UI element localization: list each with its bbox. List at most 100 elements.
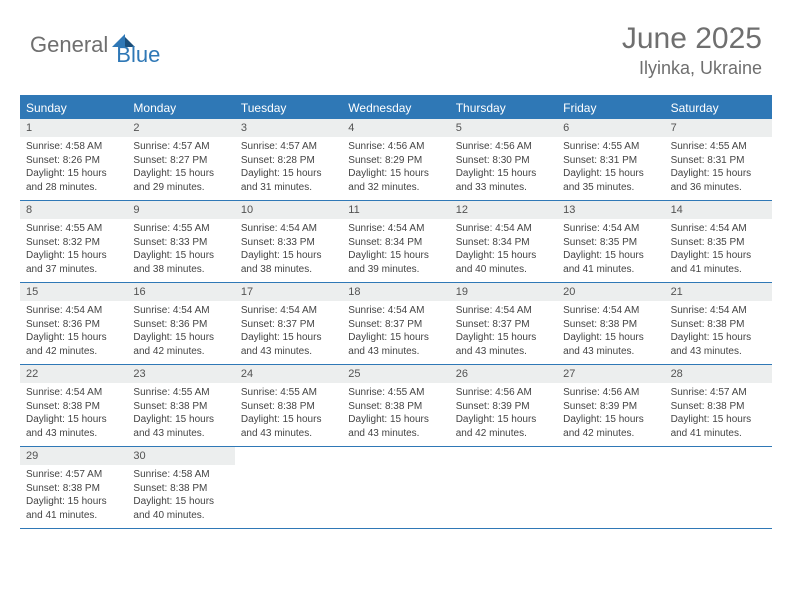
day-number: 23 — [127, 365, 234, 383]
page-header: General Blue June 2025 Ilyinka, Ukraine — [0, 0, 792, 89]
day-cell: 9Sunrise: 4:55 AMSunset: 8:33 PMDaylight… — [127, 201, 234, 282]
daylight-text: Daylight: 15 hours and 43 minutes. — [133, 413, 228, 440]
sunset-text: Sunset: 8:38 PM — [26, 482, 121, 496]
weekday-header: Wednesday — [342, 97, 449, 119]
sunrise-text: Sunrise: 4:58 AM — [26, 140, 121, 154]
daylight-text: Daylight: 15 hours and 41 minutes. — [671, 249, 766, 276]
sunset-text: Sunset: 8:38 PM — [241, 400, 336, 414]
day-number: 6 — [557, 119, 664, 137]
calendar: SundayMondayTuesdayWednesdayThursdayFrid… — [20, 95, 772, 529]
day-cell: 28Sunrise: 4:57 AMSunset: 8:38 PMDayligh… — [665, 365, 772, 446]
sunset-text: Sunset: 8:37 PM — [456, 318, 551, 332]
day-body: Sunrise: 4:58 AMSunset: 8:26 PMDaylight:… — [20, 137, 127, 194]
sunrise-text: Sunrise: 4:57 AM — [671, 386, 766, 400]
week-row: 8Sunrise: 4:55 AMSunset: 8:32 PMDaylight… — [20, 201, 772, 283]
daylight-text: Daylight: 15 hours and 43 minutes. — [241, 413, 336, 440]
day-number: 27 — [557, 365, 664, 383]
sunrise-text: Sunrise: 4:54 AM — [241, 222, 336, 236]
week-row: 22Sunrise: 4:54 AMSunset: 8:38 PMDayligh… — [20, 365, 772, 447]
empty-cell — [557, 447, 664, 528]
day-number: 10 — [235, 201, 342, 219]
day-cell: 25Sunrise: 4:55 AMSunset: 8:38 PMDayligh… — [342, 365, 449, 446]
sunset-text: Sunset: 8:28 PM — [241, 154, 336, 168]
day-body: Sunrise: 4:55 AMSunset: 8:31 PMDaylight:… — [665, 137, 772, 194]
day-body: Sunrise: 4:57 AMSunset: 8:28 PMDaylight:… — [235, 137, 342, 194]
sunrise-text: Sunrise: 4:55 AM — [133, 386, 228, 400]
day-number: 16 — [127, 283, 234, 301]
daylight-text: Daylight: 15 hours and 35 minutes. — [563, 167, 658, 194]
day-body: Sunrise: 4:55 AMSunset: 8:32 PMDaylight:… — [20, 219, 127, 276]
day-number: 28 — [665, 365, 772, 383]
day-body: Sunrise: 4:57 AMSunset: 8:38 PMDaylight:… — [665, 383, 772, 440]
day-body: Sunrise: 4:56 AMSunset: 8:39 PMDaylight:… — [450, 383, 557, 440]
title-block: June 2025 Ilyinka, Ukraine — [622, 22, 762, 79]
daylight-text: Daylight: 15 hours and 36 minutes. — [671, 167, 766, 194]
day-cell: 22Sunrise: 4:54 AMSunset: 8:38 PMDayligh… — [20, 365, 127, 446]
sunrise-text: Sunrise: 4:55 AM — [563, 140, 658, 154]
sunrise-text: Sunrise: 4:54 AM — [671, 304, 766, 318]
day-body: Sunrise: 4:56 AMSunset: 8:39 PMDaylight:… — [557, 383, 664, 440]
sunrise-text: Sunrise: 4:57 AM — [133, 140, 228, 154]
day-body: Sunrise: 4:54 AMSunset: 8:37 PMDaylight:… — [450, 301, 557, 358]
sunset-text: Sunset: 8:34 PM — [348, 236, 443, 250]
day-body: Sunrise: 4:54 AMSunset: 8:33 PMDaylight:… — [235, 219, 342, 276]
sunset-text: Sunset: 8:33 PM — [241, 236, 336, 250]
weekday-header: Monday — [127, 97, 234, 119]
day-body: Sunrise: 4:54 AMSunset: 8:38 PMDaylight:… — [665, 301, 772, 358]
sunrise-text: Sunrise: 4:54 AM — [241, 304, 336, 318]
sunset-text: Sunset: 8:31 PM — [671, 154, 766, 168]
sunrise-text: Sunrise: 4:54 AM — [133, 304, 228, 318]
day-body: Sunrise: 4:54 AMSunset: 8:34 PMDaylight:… — [342, 219, 449, 276]
weekday-header: Friday — [557, 97, 664, 119]
day-cell: 2Sunrise: 4:57 AMSunset: 8:27 PMDaylight… — [127, 119, 234, 200]
sunrise-text: Sunrise: 4:58 AM — [133, 468, 228, 482]
day-cell: 1Sunrise: 4:58 AMSunset: 8:26 PMDaylight… — [20, 119, 127, 200]
daylight-text: Daylight: 15 hours and 43 minutes. — [563, 331, 658, 358]
day-cell: 6Sunrise: 4:55 AMSunset: 8:31 PMDaylight… — [557, 119, 664, 200]
sunset-text: Sunset: 8:39 PM — [456, 400, 551, 414]
sunset-text: Sunset: 8:32 PM — [26, 236, 121, 250]
day-cell: 4Sunrise: 4:56 AMSunset: 8:29 PMDaylight… — [342, 119, 449, 200]
day-number: 29 — [20, 447, 127, 465]
daylight-text: Daylight: 15 hours and 39 minutes. — [348, 249, 443, 276]
sunset-text: Sunset: 8:35 PM — [671, 236, 766, 250]
day-number: 2 — [127, 119, 234, 137]
day-cell: 10Sunrise: 4:54 AMSunset: 8:33 PMDayligh… — [235, 201, 342, 282]
day-number: 26 — [450, 365, 557, 383]
sunset-text: Sunset: 8:29 PM — [348, 154, 443, 168]
sunrise-text: Sunrise: 4:54 AM — [26, 304, 121, 318]
day-number: 21 — [665, 283, 772, 301]
day-body: Sunrise: 4:56 AMSunset: 8:30 PMDaylight:… — [450, 137, 557, 194]
sunset-text: Sunset: 8:26 PM — [26, 154, 121, 168]
sunrise-text: Sunrise: 4:55 AM — [671, 140, 766, 154]
day-cell: 7Sunrise: 4:55 AMSunset: 8:31 PMDaylight… — [665, 119, 772, 200]
title-location: Ilyinka, Ukraine — [622, 58, 762, 79]
day-body: Sunrise: 4:54 AMSunset: 8:36 PMDaylight:… — [20, 301, 127, 358]
day-body: Sunrise: 4:58 AMSunset: 8:38 PMDaylight:… — [127, 465, 234, 522]
sunrise-text: Sunrise: 4:55 AM — [241, 386, 336, 400]
day-number: 25 — [342, 365, 449, 383]
sunrise-text: Sunrise: 4:54 AM — [26, 386, 121, 400]
day-body: Sunrise: 4:54 AMSunset: 8:37 PMDaylight:… — [342, 301, 449, 358]
day-number: 11 — [342, 201, 449, 219]
sunrise-text: Sunrise: 4:54 AM — [456, 304, 551, 318]
sunrise-text: Sunrise: 4:54 AM — [348, 222, 443, 236]
sunrise-text: Sunrise: 4:57 AM — [26, 468, 121, 482]
daylight-text: Daylight: 15 hours and 32 minutes. — [348, 167, 443, 194]
week-row: 29Sunrise: 4:57 AMSunset: 8:38 PMDayligh… — [20, 447, 772, 529]
sunset-text: Sunset: 8:37 PM — [348, 318, 443, 332]
day-number: 4 — [342, 119, 449, 137]
day-cell: 24Sunrise: 4:55 AMSunset: 8:38 PMDayligh… — [235, 365, 342, 446]
day-number: 7 — [665, 119, 772, 137]
day-cell: 14Sunrise: 4:54 AMSunset: 8:35 PMDayligh… — [665, 201, 772, 282]
day-cell: 3Sunrise: 4:57 AMSunset: 8:28 PMDaylight… — [235, 119, 342, 200]
empty-cell — [235, 447, 342, 528]
day-number: 12 — [450, 201, 557, 219]
sunset-text: Sunset: 8:35 PM — [563, 236, 658, 250]
day-number: 3 — [235, 119, 342, 137]
day-cell: 30Sunrise: 4:58 AMSunset: 8:38 PMDayligh… — [127, 447, 234, 528]
sunset-text: Sunset: 8:38 PM — [671, 318, 766, 332]
day-number: 1 — [20, 119, 127, 137]
day-cell: 11Sunrise: 4:54 AMSunset: 8:34 PMDayligh… — [342, 201, 449, 282]
sunset-text: Sunset: 8:38 PM — [133, 482, 228, 496]
